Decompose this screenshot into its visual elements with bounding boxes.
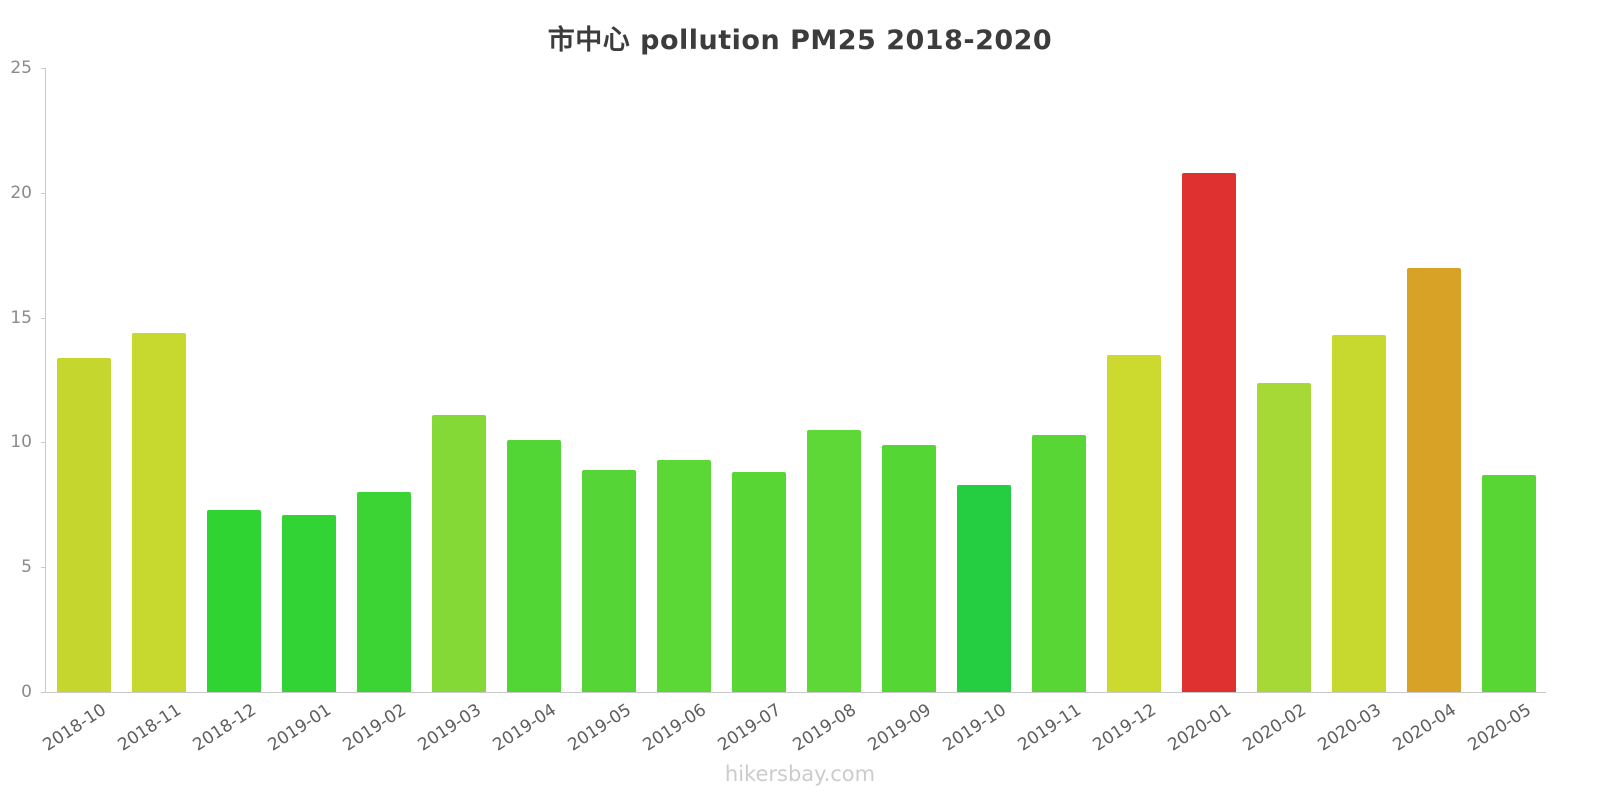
bar-slot: 2020-02 bbox=[1240, 68, 1321, 755]
bar-2019-04[interactable] bbox=[506, 439, 561, 692]
bar-slot: 2019-02 bbox=[340, 68, 421, 755]
y-tick-label: 5 bbox=[21, 557, 32, 578]
bar-2020-04[interactable] bbox=[1406, 267, 1461, 692]
x-tick-label: 2019-04 bbox=[489, 700, 561, 756]
plot-area: 2018-10 2018-11 2018-12 2019-01 2019-02 2019-… bbox=[40, 68, 1546, 755]
bar-2019-01[interactable] bbox=[281, 514, 336, 692]
bar-2020-01[interactable] bbox=[1181, 172, 1236, 692]
bar-slot: 2020-01 bbox=[1165, 68, 1246, 755]
bar-2019-11[interactable] bbox=[1031, 434, 1086, 692]
y-tick-label: 25 bbox=[10, 58, 32, 78]
y-tick-mark bbox=[41, 192, 46, 194]
x-tick-label: 2020-02 bbox=[1239, 700, 1311, 756]
x-tick-label: 2019-03 bbox=[414, 700, 486, 756]
bar-slot: 2019-12 bbox=[1090, 68, 1171, 755]
bar-2018-12[interactable] bbox=[206, 509, 261, 692]
bars: 2018-10 2018-11 2018-12 2019-01 2019-02 2019-… bbox=[40, 68, 1546, 755]
bar-slot: 2019-09 bbox=[865, 68, 946, 755]
bar-2019-09[interactable] bbox=[881, 444, 936, 692]
bar-slot: 2019-10 bbox=[940, 68, 1021, 755]
bar-slot: 2018-10 bbox=[40, 68, 121, 755]
bar-slot: 2019-11 bbox=[1015, 68, 1096, 755]
bar-slot: 2019-03 bbox=[415, 68, 496, 755]
bar-2020-05[interactable] bbox=[1481, 474, 1536, 692]
bar-2019-07[interactable] bbox=[731, 472, 786, 692]
x-tick-label: 2019-12 bbox=[1089, 700, 1161, 756]
bar-slot: 2019-01 bbox=[265, 68, 346, 755]
chart-title: 市中心 pollution PM25 2018-2020 bbox=[547, 25, 1053, 56]
watermark: hikersbay.com bbox=[724, 762, 876, 786]
bar-2019-10[interactable] bbox=[956, 484, 1011, 692]
x-tick-label: 2018-12 bbox=[189, 700, 261, 756]
y-tick-mark bbox=[41, 692, 46, 693]
x-tick-label: 2018-11 bbox=[114, 700, 186, 756]
bar-2019-05[interactable] bbox=[581, 469, 636, 692]
bar-slot: 2019-07 bbox=[715, 68, 796, 755]
bar-slot: 2019-04 bbox=[490, 68, 571, 755]
bar-2019-08[interactable] bbox=[806, 429, 861, 692]
x-tick-label: 2019-09 bbox=[864, 700, 936, 756]
y-tick-label: 0 bbox=[21, 682, 32, 702]
x-tick-label: 2019-01 bbox=[264, 700, 336, 756]
bar-2019-12[interactable] bbox=[1106, 355, 1161, 692]
x-tick-label: 2019-06 bbox=[639, 700, 711, 756]
bar-slot: 2018-12 bbox=[190, 68, 271, 755]
y-tick-mark bbox=[41, 317, 46, 319]
x-tick-label: 2019-02 bbox=[339, 700, 411, 756]
bar-2019-03[interactable] bbox=[431, 414, 486, 692]
bar-slot: 2019-06 bbox=[640, 68, 721, 755]
x-tick-label: 2020-04 bbox=[1389, 700, 1461, 756]
x-tick-label: 2019-05 bbox=[564, 700, 636, 756]
bar-2018-10[interactable] bbox=[56, 357, 111, 692]
bar-2019-02[interactable] bbox=[356, 492, 411, 692]
x-tick-label: 2020-01 bbox=[1164, 700, 1236, 756]
bar-slot: 2020-04 bbox=[1390, 68, 1471, 755]
bar-slot: 2019-05 bbox=[565, 68, 646, 755]
y-tick-mark bbox=[41, 442, 46, 444]
bar-slot: 2020-05 bbox=[1465, 68, 1546, 755]
bar-slot: 2018-11 bbox=[115, 68, 196, 755]
x-tick-label: 2020-03 bbox=[1314, 700, 1386, 756]
y-tick-label: 20 bbox=[10, 182, 32, 203]
bar-2019-06[interactable] bbox=[656, 459, 711, 692]
bar-2020-03[interactable] bbox=[1331, 335, 1386, 692]
y-axis-labels: 0 5 10 15 20 25 bbox=[0, 58, 38, 702]
bar-2020-02[interactable] bbox=[1256, 382, 1311, 692]
x-tick-label: 2020-05 bbox=[1464, 700, 1536, 756]
bar-slot: 2019-08 bbox=[790, 68, 871, 755]
x-tick-label: 2019-10 bbox=[939, 700, 1011, 756]
y-tick-label: 15 bbox=[10, 307, 32, 328]
x-tick-label: 2019-08 bbox=[789, 700, 861, 756]
bar-2018-11[interactable] bbox=[131, 332, 186, 692]
bar-slot: 2020-03 bbox=[1315, 68, 1396, 755]
x-tick-label: 2019-11 bbox=[1014, 700, 1086, 756]
x-tick-label: 2019-07 bbox=[714, 700, 786, 756]
x-tick-label: 2018-10 bbox=[39, 700, 111, 756]
y-tick-mark bbox=[41, 567, 46, 569]
y-tick-mark bbox=[41, 68, 46, 69]
y-tick-label: 10 bbox=[10, 432, 32, 453]
